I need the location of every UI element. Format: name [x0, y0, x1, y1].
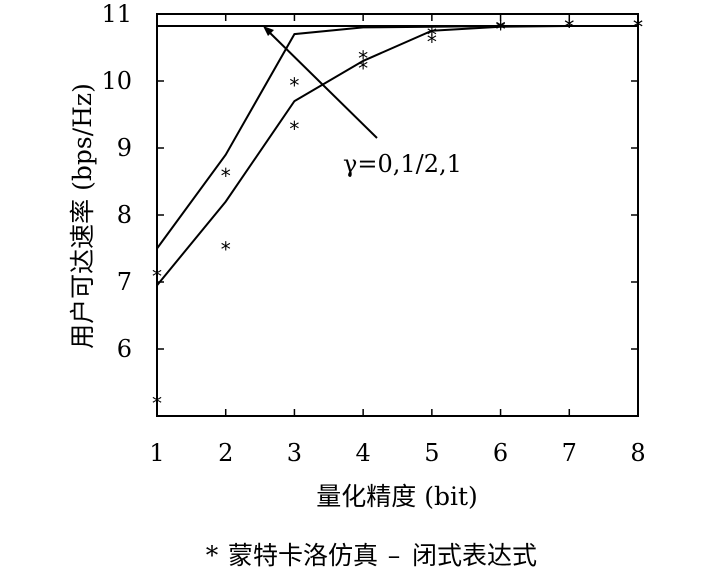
- x-tick-label: 2: [218, 439, 233, 467]
- x-tick-label: 8: [630, 439, 645, 467]
- data-point: *: [221, 238, 231, 262]
- series-2: [156, 25, 638, 286]
- x-tick-label: 5: [424, 439, 439, 467]
- annotation-text: γ=0,1/2,1: [343, 150, 462, 178]
- data-point: *: [633, 15, 643, 39]
- plot-area: [156, 13, 639, 417]
- plot-frame: [156, 13, 639, 417]
- legend-marker-closed-form: –: [388, 541, 401, 570]
- series-3: ***** * * *: [152, 15, 643, 288]
- legend-label-closed-form: 闭式表达式: [412, 541, 537, 570]
- annotation-arrowhead: [263, 26, 274, 36]
- data-point: *: [289, 73, 299, 97]
- series-line: [156, 25, 638, 250]
- data-point: *: [289, 117, 299, 141]
- x-tick-label: 7: [562, 439, 577, 467]
- y-axis: 6 7 8 9 10 11: [101, 0, 638, 363]
- data-point: *: [564, 15, 574, 39]
- data-point: *: [564, 15, 574, 39]
- data-point: *: [427, 23, 437, 47]
- y-tick-label: 9: [117, 134, 132, 162]
- x-tick-label: 3: [287, 439, 302, 467]
- series-4: ****** * *: [152, 15, 643, 416]
- y-tick-label: 11: [101, 0, 132, 28]
- x-axis-label: 量化精度 (bit): [316, 482, 478, 511]
- data-point: *: [496, 16, 506, 40]
- annotation: γ=0,1/2,1: [263, 26, 462, 178]
- legend: * 蒙特卡洛仿真 – 闭式表达式: [206, 541, 537, 570]
- data-point: *: [221, 164, 231, 188]
- y-tick-label: 10: [101, 67, 132, 95]
- x-axis: 1 2 3 4 5 6 7 8: [149, 14, 646, 467]
- y-tick-label: 6: [117, 335, 132, 363]
- x-tick-label: 1: [149, 439, 164, 467]
- data-point: *: [633, 15, 643, 39]
- x-tick-label: 6: [493, 439, 508, 467]
- legend-label-simulation: 蒙特卡洛仿真: [228, 541, 378, 570]
- series-line: [156, 25, 638, 286]
- y-tick-label: 7: [117, 268, 132, 296]
- annotation-arrow: [265, 28, 378, 139]
- series-layer: ***** * * ******* * *: [152, 15, 643, 416]
- data-point: *: [358, 57, 368, 81]
- data-point: *: [152, 264, 162, 288]
- series-1: [156, 25, 638, 250]
- y-axis-label: 用户可达速率 (bps/Hz): [68, 83, 97, 349]
- x-tick-label: 4: [356, 439, 371, 467]
- legend-marker-simulation: *: [206, 541, 219, 570]
- y-tick-label: 8: [117, 201, 132, 229]
- data-point: *: [427, 30, 437, 54]
- data-point: *: [358, 47, 368, 71]
- data-point: *: [496, 18, 506, 42]
- data-point: *: [152, 392, 162, 416]
